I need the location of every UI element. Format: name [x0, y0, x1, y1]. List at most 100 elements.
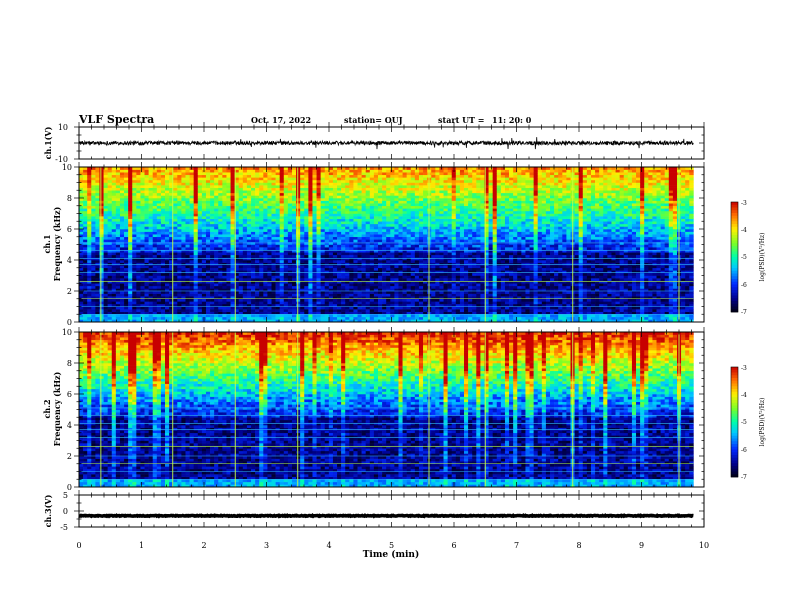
spectrogram-cell [271, 203, 276, 207]
spectrogram-cell [169, 226, 174, 230]
spectrogram-cell [156, 244, 162, 248]
spectrogram-cell [267, 198, 272, 201]
spectrogram-cell [246, 182, 252, 186]
spectrogram-cell [99, 218, 104, 222]
spectrogram-cell [83, 291, 88, 294]
spectrogram-cell [369, 306, 375, 310]
spectrogram-cell [300, 293, 305, 297]
spectrogram-cell [328, 257, 334, 261]
spectrogram-cell [238, 280, 244, 284]
spectrogram-cell [398, 177, 403, 181]
spectrogram-cell [205, 231, 211, 235]
spectrogram-cell [365, 260, 371, 263]
spectrogram-cell [251, 275, 256, 279]
spectrogram-cell [201, 303, 207, 307]
spectrogram-cell [308, 229, 313, 232]
spectrogram-cell [291, 316, 297, 320]
spectrogram-cell [259, 311, 264, 315]
spectrogram-cell [214, 280, 219, 284]
spectrogram-cell [279, 249, 285, 253]
spectrogram-cell [365, 303, 371, 307]
spectrogram-cell [300, 267, 305, 271]
spectrogram-cell [386, 260, 391, 263]
spectrogram-cell [238, 298, 244, 302]
spectrogram-cell [386, 231, 391, 235]
spectrogram-cell [345, 200, 350, 204]
spectrogram-cell [242, 247, 248, 250]
spectrogram-cell [332, 270, 338, 274]
spectrogram-cell [275, 249, 280, 253]
spectrogram-cell [394, 280, 399, 284]
spectrogram-cell [95, 316, 100, 320]
spectrogram-cell [152, 172, 158, 176]
spectrogram-cell [246, 262, 252, 266]
spectrogram-cell [181, 177, 186, 181]
spectrogram-cell [304, 314, 309, 318]
spectrogram-cell [111, 221, 117, 225]
spectrogram-cell [328, 169, 334, 173]
spectrogram-cell [181, 216, 186, 219]
spectrogram-cell [205, 187, 211, 191]
spectrogram-cell [259, 296, 264, 300]
spectrogram-cell [357, 285, 362, 289]
spectrogram-cell [181, 249, 186, 253]
spectrogram-cell [279, 262, 285, 266]
spectrogram-cell [259, 319, 264, 323]
spectrogram-cell [312, 265, 317, 269]
spectrogram-cell [87, 213, 92, 217]
spectrogram-cell [222, 203, 227, 207]
spectrogram-cell [148, 265, 154, 269]
spectrogram-cell [251, 283, 256, 287]
spectrogram-cell [341, 260, 346, 263]
spectrogram-cell [111, 298, 117, 302]
spectrogram-cell [386, 195, 391, 199]
spectrogram-cell [353, 167, 358, 170]
spectrogram-cell [263, 303, 268, 307]
spectrogram-cell [128, 316, 133, 320]
spectrogram-cell [95, 293, 100, 297]
spectrogram-cell [369, 298, 375, 302]
spectrogram-cell [181, 260, 186, 263]
spectrogram-cell [308, 179, 313, 183]
spectrogram-cell [140, 309, 145, 312]
spectrogram-cell [140, 267, 145, 271]
spectrogram-cell [152, 174, 158, 178]
spectrogram-cell [169, 293, 174, 297]
spectrogram-cell [287, 174, 293, 178]
spectrogram-cell [107, 192, 113, 196]
spectrogram-cell [79, 195, 84, 199]
spectrogram-cell [169, 309, 174, 312]
spectrogram-cell [144, 309, 149, 312]
spectrogram-cell [332, 195, 338, 199]
spectrogram-cell [181, 195, 186, 199]
spectrogram-cell [246, 247, 252, 250]
spectrogram-cell [185, 257, 190, 261]
spectrogram-cell [287, 247, 293, 250]
spectrogram-cell [398, 275, 403, 279]
spectrogram-cell [316, 182, 321, 186]
spectrogram-cell [304, 303, 309, 307]
spectrogram-cell [242, 177, 248, 181]
spectrogram-cell [99, 244, 104, 248]
spectrogram-cell [115, 249, 121, 253]
spectrogram-cell [87, 252, 92, 256]
spectrogram-cell [316, 172, 321, 176]
spectrogram-cell [369, 247, 375, 250]
spectrogram-cell [79, 226, 84, 230]
spectrogram-cell [165, 223, 170, 227]
spectrogram-cell [214, 210, 219, 214]
spectrogram-cell [165, 265, 170, 269]
spectrogram-cell [353, 195, 358, 199]
spectrogram-cell [398, 303, 403, 307]
spectrogram-cell [251, 172, 256, 176]
spectrogram-cell [115, 262, 121, 266]
spectrogram-cell [144, 198, 149, 201]
spectrogram-cell [185, 187, 190, 191]
spectrogram-cell [136, 241, 141, 245]
spectrogram-cell [365, 257, 371, 261]
spectrogram-cell [263, 291, 268, 294]
spectrogram-cell [255, 265, 260, 269]
spectrogram-cell [402, 270, 407, 274]
spectrogram-cell [345, 229, 350, 232]
spectrogram-cell [79, 252, 84, 256]
